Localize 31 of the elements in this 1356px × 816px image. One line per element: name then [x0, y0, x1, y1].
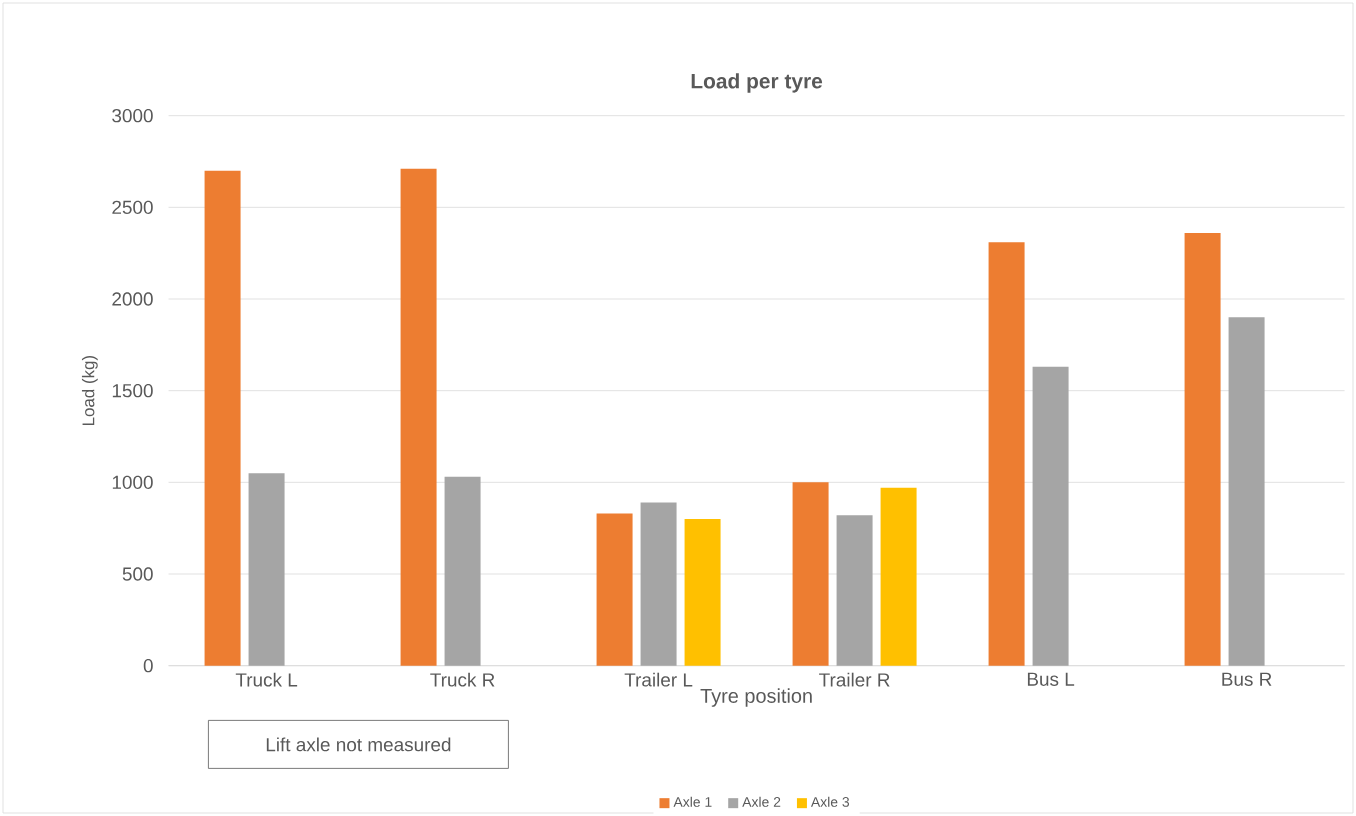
bar	[684, 519, 721, 666]
y-tick-label: 500	[122, 567, 153, 581]
y-axis-title: Load (kg)	[81, 355, 98, 426]
bar	[640, 502, 677, 666]
x-tick-label: Truck L	[235, 672, 298, 687]
text: Lift axle not measured	[266, 737, 451, 752]
y-tick-label: 1500	[112, 383, 153, 398]
x-tick-label: Trailer L	[624, 672, 693, 687]
y-tick-label: 3000	[112, 108, 153, 123]
x-tick-label: Bus L	[1027, 672, 1075, 686]
bar	[1032, 366, 1069, 666]
bar	[1228, 317, 1265, 666]
x-axis-title: Tyre position	[700, 688, 812, 707]
x-tick-label: Truck R	[430, 672, 495, 687]
x-tick-label: Bus R	[1222, 672, 1272, 686]
chart-title: Load per tyre	[691, 73, 823, 93]
y-tick-label: 2500	[112, 200, 153, 215]
y-tick-label: 2000	[112, 292, 153, 306]
bar	[400, 168, 437, 666]
bar	[204, 170, 241, 666]
bar	[792, 482, 829, 666]
bar	[836, 515, 873, 666]
y-tick-label: 0	[143, 658, 153, 673]
y-tick-label: 1000	[112, 475, 153, 490]
bar	[444, 476, 481, 666]
bar	[988, 242, 1025, 666]
x-tick-label: Trailer R	[819, 672, 890, 687]
bar	[596, 513, 633, 666]
bar	[248, 473, 285, 666]
bar	[1184, 233, 1221, 666]
bar	[880, 487, 917, 666]
